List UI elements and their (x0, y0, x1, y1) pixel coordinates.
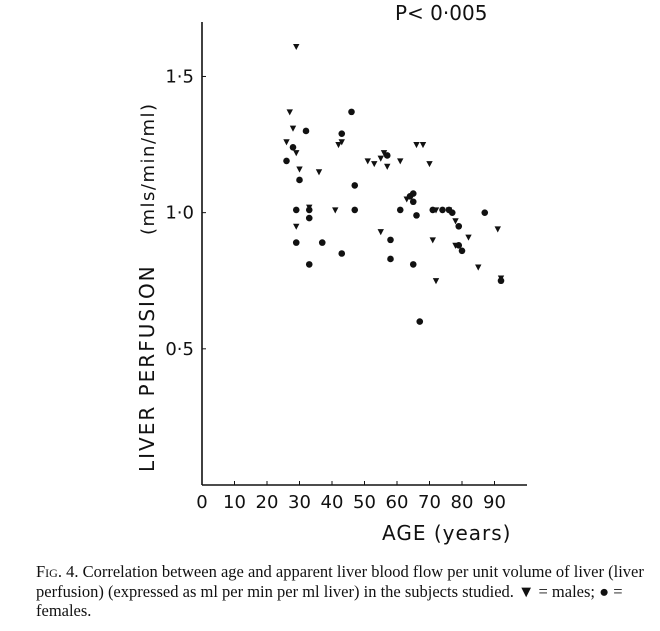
male-point (465, 234, 472, 241)
male-point (293, 150, 300, 157)
male-point (283, 139, 290, 146)
female-point (396, 206, 404, 214)
female-point (351, 206, 359, 214)
male-point (429, 237, 436, 244)
male-point (494, 226, 501, 233)
female-point (409, 198, 417, 206)
male-point (364, 158, 371, 165)
female-point (305, 206, 313, 214)
female-point (448, 209, 456, 216)
female-point (439, 206, 446, 214)
y-axis-label: LIVER PERFUSION (135, 264, 159, 472)
data-points (283, 43, 505, 325)
ticks: 0 10 20 30 40 50 60 70 80 90 0·5 1·0 1·5 (165, 66, 506, 513)
female-point (302, 127, 310, 135)
figure-caption: Fig. 4. Correlation between age and appa… (36, 562, 656, 621)
female-point (296, 176, 303, 184)
female-point (338, 130, 346, 137)
male-point (397, 158, 404, 165)
y-axis-units: (mls/min/ml) (138, 102, 159, 235)
x-tick-label: 50 (353, 492, 376, 513)
male-point (432, 278, 440, 285)
male-point (413, 141, 420, 149)
male-point (377, 229, 384, 236)
female-point (409, 261, 417, 268)
female-point (455, 222, 463, 230)
male-point (377, 155, 384, 162)
y-tick-label: 1·5 (165, 66, 194, 87)
female-point (351, 182, 359, 189)
female-point (416, 318, 424, 325)
female-point (409, 190, 417, 197)
male-point (384, 163, 391, 170)
male-point (380, 150, 388, 157)
male-point (293, 223, 300, 230)
male-point (289, 125, 297, 132)
female-point (305, 261, 313, 268)
axes (201, 22, 527, 486)
female-point (338, 250, 346, 257)
female-point (318, 239, 326, 246)
female-point (481, 209, 489, 216)
female-point (283, 157, 290, 165)
x-tick-label: 60 (386, 492, 409, 513)
male-point (293, 43, 300, 51)
x-tick-label: 40 (321, 492, 344, 513)
male-point (296, 166, 303, 173)
male-point (419, 141, 427, 149)
female-point (429, 206, 437, 214)
figure-label: Fig. 4. (36, 562, 79, 581)
male-point (338, 139, 345, 146)
y-tick-label: 0·5 (165, 339, 194, 360)
x-tick-label: 90 (483, 492, 506, 513)
x-tick-label: 10 (223, 492, 246, 513)
x-tick-label: 70 (418, 492, 441, 513)
male-point (286, 109, 293, 116)
p-value-annotation: P< 0·005 (395, 1, 487, 25)
male-point (315, 169, 323, 176)
female-point (292, 239, 300, 246)
female-point (497, 277, 505, 285)
female-point (289, 143, 297, 151)
male-point (335, 141, 342, 149)
female-point (413, 212, 420, 219)
x-axis-label: AGE (years) (382, 521, 511, 545)
caption-text: Correlation between age and apparent liv… (36, 562, 644, 620)
scatter-chart: 0 10 20 30 40 50 60 70 80 90 0·5 1·0 1·5 P< 0·005 LI… (135, 1, 527, 545)
male-point (475, 264, 482, 271)
female-point (348, 108, 355, 116)
female-point (305, 214, 313, 222)
female-point (383, 152, 391, 159)
female-point (455, 242, 463, 249)
male-point (452, 218, 459, 225)
female-point (458, 247, 466, 255)
male-point (371, 161, 378, 168)
female-point (387, 255, 394, 263)
x-tick-label: 0 (196, 492, 207, 513)
female-point (387, 236, 394, 244)
male-point (426, 161, 433, 168)
x-tick-label: 80 (451, 492, 474, 513)
x-tick-label: 20 (256, 492, 279, 513)
male-point (332, 207, 339, 214)
x-tick-label: 30 (288, 492, 311, 513)
female-point (292, 206, 300, 214)
y-tick-label: 1·0 (165, 203, 194, 224)
